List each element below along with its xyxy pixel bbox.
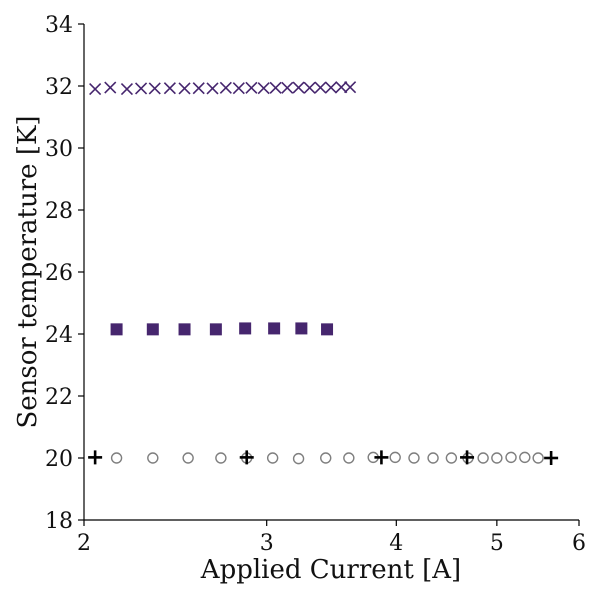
y-tick-label: 32: [45, 75, 73, 100]
x-tick-label: 2: [77, 531, 91, 556]
data-point-series-3: [445, 452, 458, 464]
data-point-series-1: [120, 83, 134, 96]
data-point-series-1: [324, 81, 338, 94]
data-point-series-2: [110, 323, 123, 336]
data-point-series-2: [295, 322, 308, 335]
data-point-series-2: [146, 323, 159, 336]
y-axis-label: Sensor temperature [K]: [13, 115, 43, 428]
data-point-series-3: [147, 452, 159, 464]
y-tick-label: 24: [45, 323, 73, 348]
data-point-series-3: [110, 452, 123, 464]
data-point-series-3: [215, 452, 227, 464]
data-point-series-1: [245, 81, 258, 94]
data-point-series-2: [268, 322, 281, 335]
data-point-series-1: [269, 81, 282, 94]
data-point-series-2: [178, 323, 191, 336]
y-tick-label: 22: [45, 385, 73, 410]
data-point-series-1: [163, 82, 176, 95]
data-point-series-3: [320, 452, 332, 464]
data-point-series-2: [321, 323, 334, 336]
data-point-series-4: [239, 450, 254, 465]
data-point-series-2: [239, 322, 252, 335]
data-point-series-4: [544, 451, 559, 465]
y-tick-label: 28: [45, 199, 73, 224]
data-point-series-4: [460, 450, 475, 465]
data-point-series-1: [206, 82, 219, 95]
data-point-series-3: [182, 452, 194, 464]
data-point-series-1: [303, 81, 316, 94]
data-point-series-3: [292, 452, 305, 465]
x-axis-label: Applied Current [A]: [200, 555, 461, 585]
data-point-series-3: [408, 452, 420, 464]
data-marks: [88, 81, 559, 465]
data-point-series-1: [281, 81, 294, 94]
data-point-series-3: [477, 452, 489, 464]
data-point-series-1: [344, 81, 357, 94]
x-tick-label: 5: [490, 531, 504, 556]
data-point-series-1: [314, 81, 327, 94]
y-tick-label: 30: [45, 137, 73, 162]
data-point-series-1: [257, 82, 270, 95]
data-point-series-3: [389, 451, 401, 464]
axes: [83, 24, 579, 521]
x-tick-label: 3: [260, 531, 274, 556]
data-point-series-3: [427, 452, 439, 464]
y-tick-label: 20: [45, 447, 73, 472]
data-point-series-3: [343, 452, 355, 464]
y-tick-label: 18: [45, 509, 73, 534]
data-point-series-1: [335, 81, 348, 94]
data-point-series-1: [232, 82, 245, 95]
data-point-series-1: [219, 81, 232, 94]
y-tick-label: 26: [45, 261, 73, 286]
data-point-series-1: [89, 83, 102, 96]
data-point-series-3: [266, 452, 279, 464]
data-point-series-1: [104, 81, 117, 94]
data-point-series-1: [192, 82, 205, 95]
data-point-series-4: [374, 450, 389, 465]
data-point-series-3: [532, 452, 544, 464]
data-point-series-1: [292, 81, 305, 94]
data-point-series-2: [209, 323, 222, 336]
data-point-series-1: [148, 82, 161, 95]
x-tick-label: 6: [572, 531, 586, 556]
data-point-series-3: [491, 452, 503, 464]
data-point-series-4: [88, 450, 103, 465]
x-tick-label: 4: [389, 531, 403, 556]
data-point-series-1: [134, 82, 148, 95]
data-point-series-1: [178, 82, 191, 95]
data-point-series-3: [519, 451, 531, 464]
data-point-series-3: [505, 451, 517, 464]
y-tick-label: 34: [45, 13, 73, 38]
